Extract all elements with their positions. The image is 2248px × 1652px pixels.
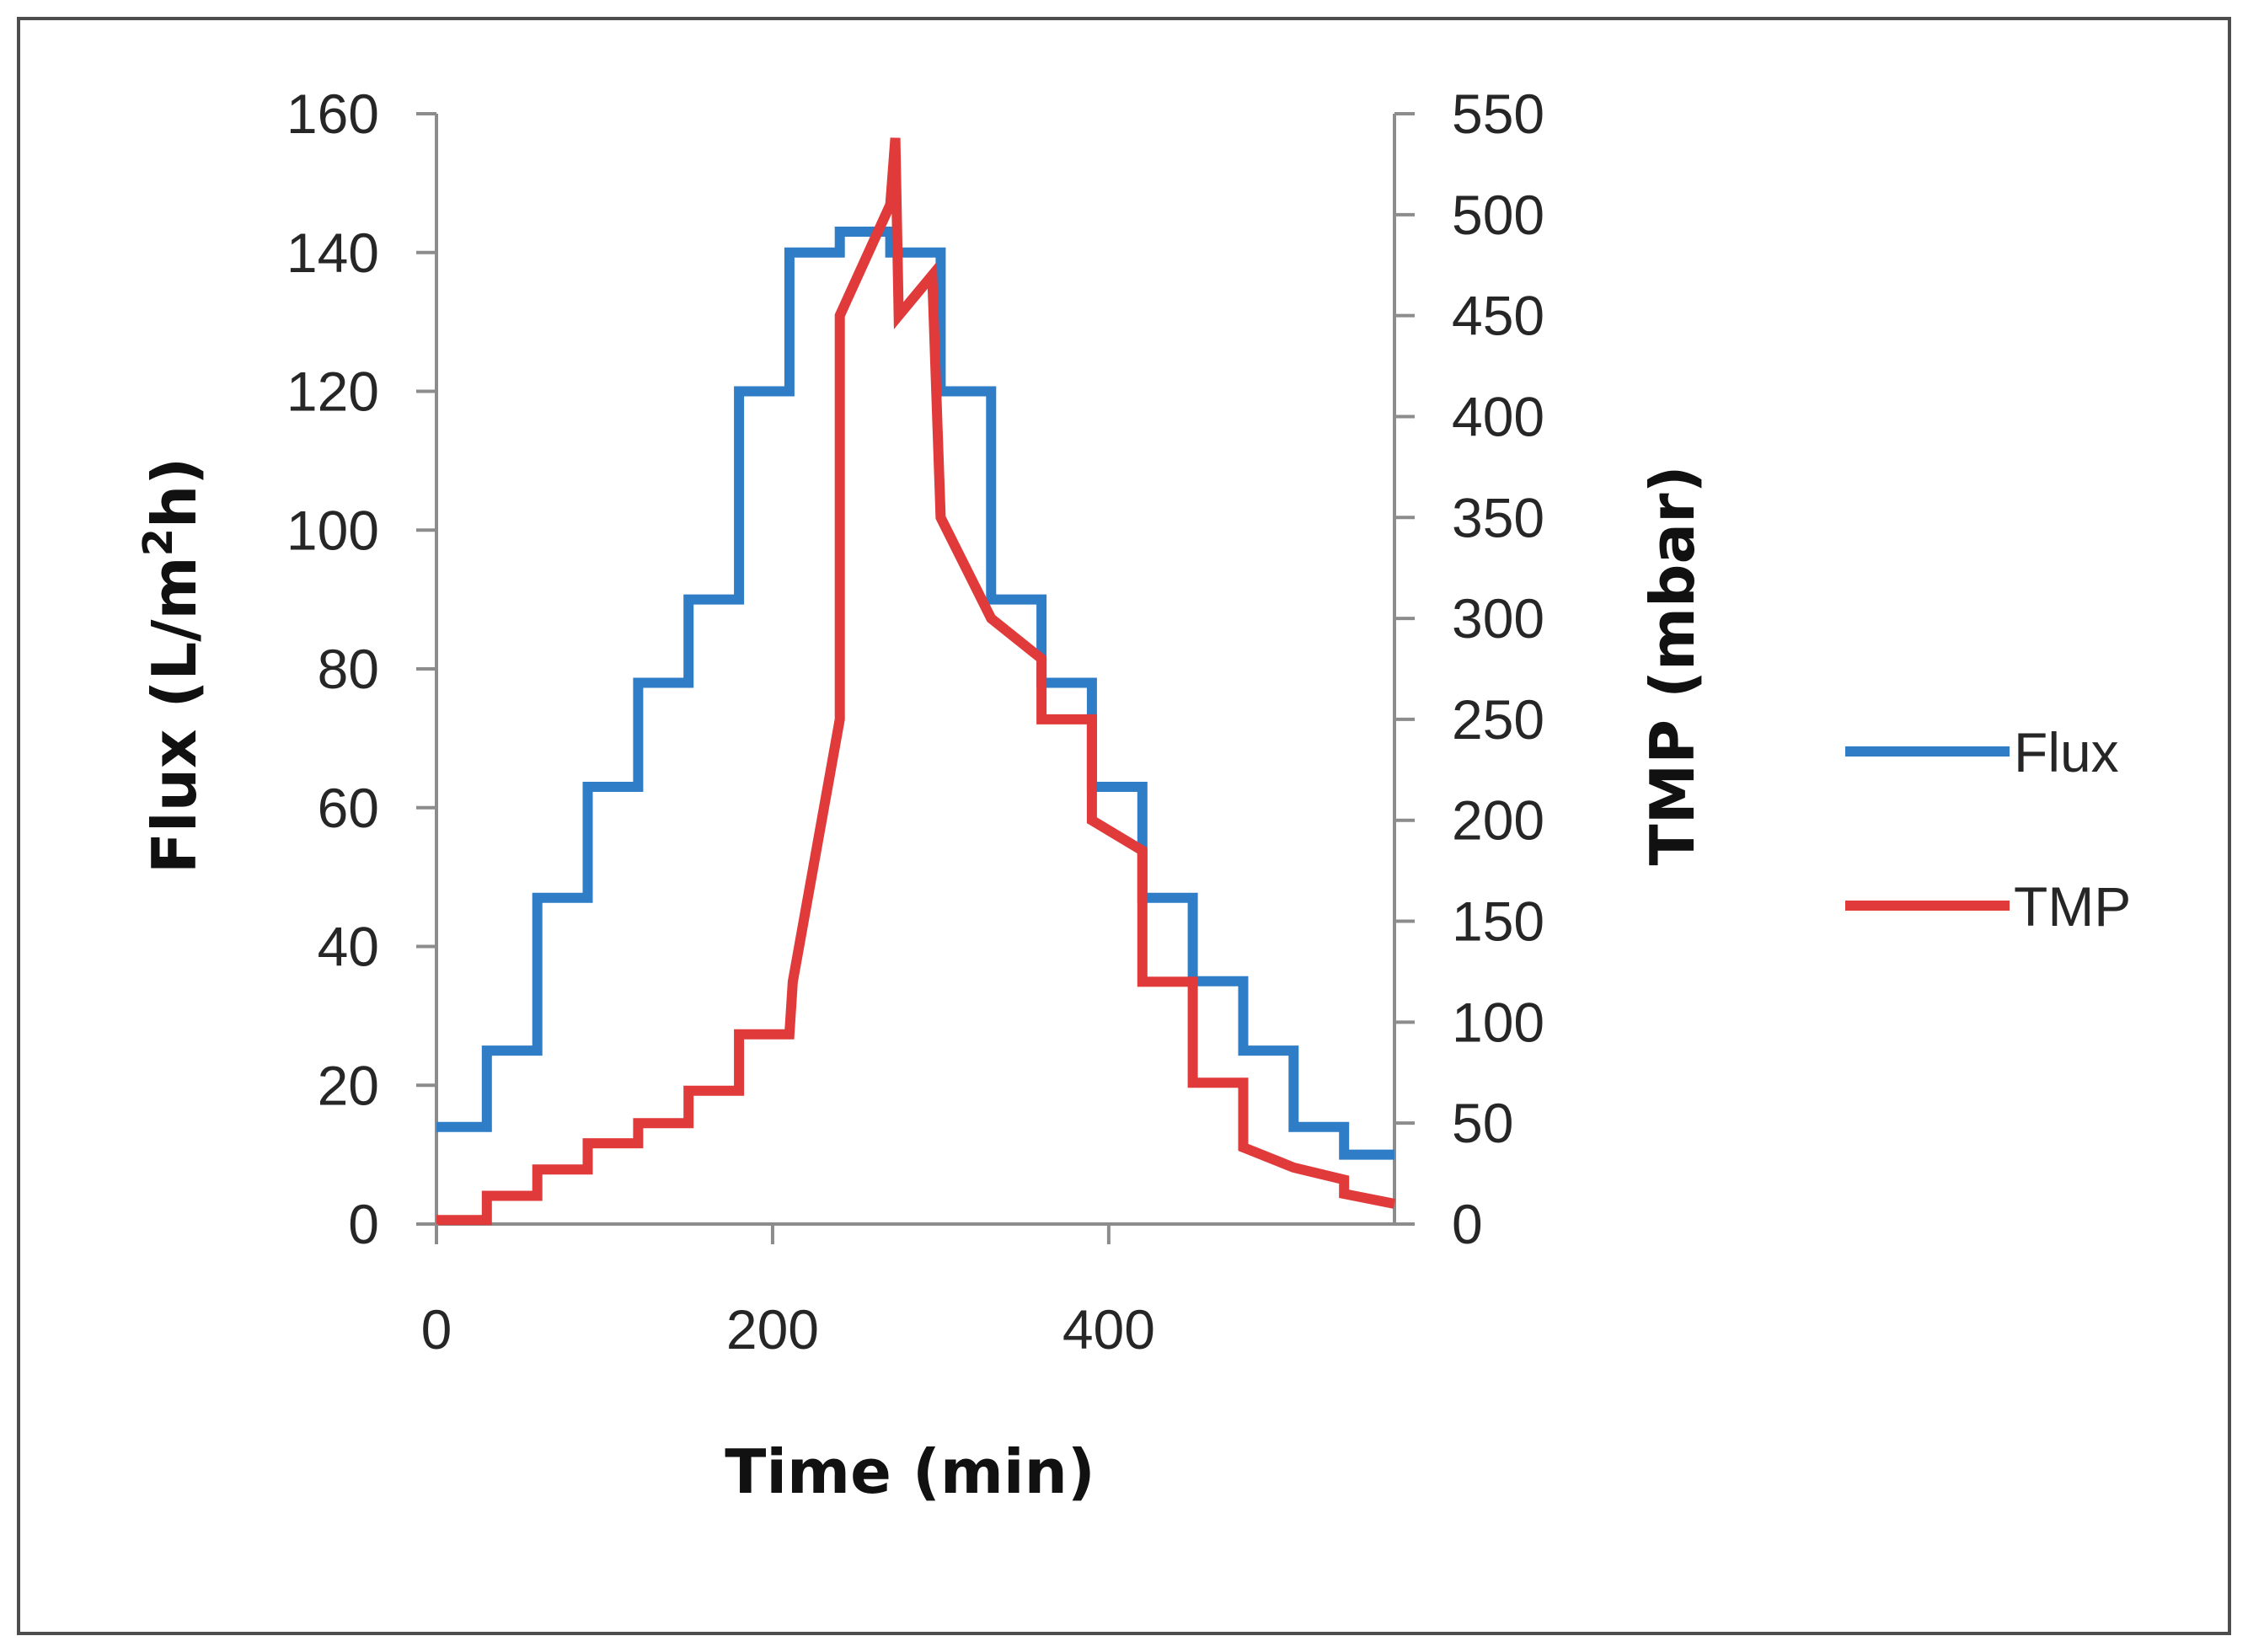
y-right-tick-label: 100 [1452, 991, 1544, 1053]
y-right-tick-label: 350 [1452, 486, 1544, 548]
y-left-tick-label: 60 [318, 777, 379, 839]
y-left-tick-label: 80 [318, 638, 379, 700]
ticks-layer: 0 20 40 60 80 100 120 140 160 0 50 100 150 200 250 300 3… [286, 83, 1544, 1361]
x-axis-title: Time (min) [725, 1436, 1095, 1507]
y-right-tick-label: 500 [1452, 184, 1544, 246]
y-right-tick-label: 50 [1452, 1092, 1513, 1154]
x-tick-label: 0 [421, 1298, 452, 1361]
x-tick-label: 400 [1062, 1298, 1155, 1361]
y-axis-left-title: Flux (L/m2h) [135, 457, 210, 874]
y-axis-left-title-prefix: Flux (L/m [139, 556, 210, 874]
y-left-tick-label: 160 [286, 83, 379, 145]
y-right-tick-label: 150 [1452, 890, 1544, 953]
y-left-tick-label: 0 [348, 1193, 379, 1255]
chart-frame [17, 17, 2231, 1635]
y-left-tick-label: 40 [318, 916, 379, 978]
y-right-tick-label: 200 [1452, 789, 1544, 852]
y-right-tick-label: 550 [1452, 83, 1544, 145]
y-axis-left-title-sup: 2 [135, 528, 182, 556]
y-right-tick-label: 450 [1452, 285, 1544, 347]
y-axis-left-title-suffix: h) [139, 457, 210, 528]
y-axis-right-title: TMP (mbar) [1637, 465, 1708, 865]
legend-label-flux: Flux [2014, 721, 2119, 783]
y-left-tick-label: 120 [286, 361, 379, 423]
y-left-tick-label: 20 [318, 1054, 379, 1116]
y-right-tick-label: 300 [1452, 587, 1544, 650]
series-line-flux [436, 227, 1394, 1160]
y-right-tick-label: 250 [1452, 688, 1544, 751]
series-line-tmp [436, 137, 1396, 1226]
legend-label-tmp: TMP [2014, 875, 2131, 938]
y-left-tick-label: 140 [286, 222, 379, 284]
legend: Flux TMP [1845, 721, 2131, 938]
y-right-tick-label: 400 [1452, 385, 1544, 447]
series-layer [436, 137, 1396, 1226]
y-left-tick-label: 100 [286, 499, 379, 561]
y-right-tick-label: 0 [1452, 1193, 1483, 1255]
x-tick-label: 200 [726, 1298, 819, 1361]
